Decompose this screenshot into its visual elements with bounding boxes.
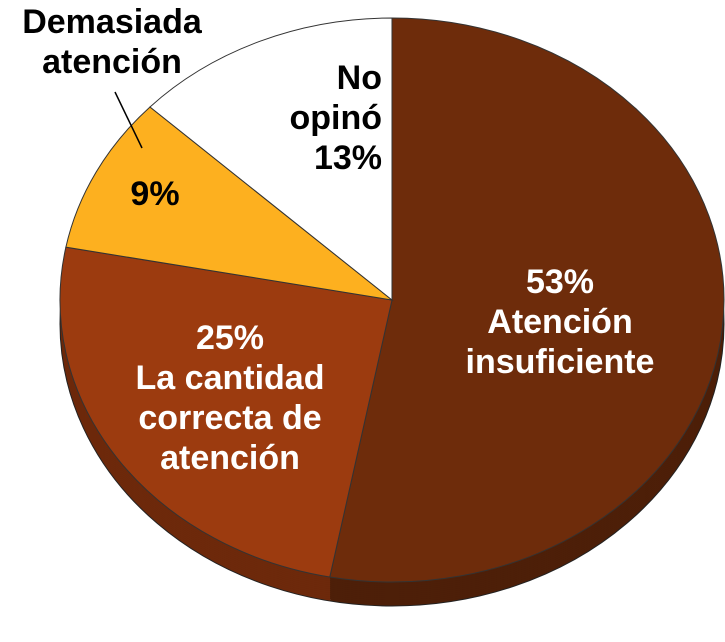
value-label: 53% (525, 263, 595, 301)
leader-line (114, 91, 143, 149)
category-label: Atención insuficiente (465, 303, 655, 381)
slice (59, 246, 393, 578)
slice (329, 17, 725, 583)
category-label: No opinó (289, 59, 382, 137)
category-label: Demasiada atención (22, 3, 202, 81)
category-label: La cantidad correcta de atención (135, 359, 325, 477)
slice (65, 106, 394, 301)
value-label: 9% (130, 175, 180, 213)
slice (149, 17, 393, 302)
value-label: 13% (313, 139, 382, 177)
value-label: 25% (195, 319, 265, 357)
